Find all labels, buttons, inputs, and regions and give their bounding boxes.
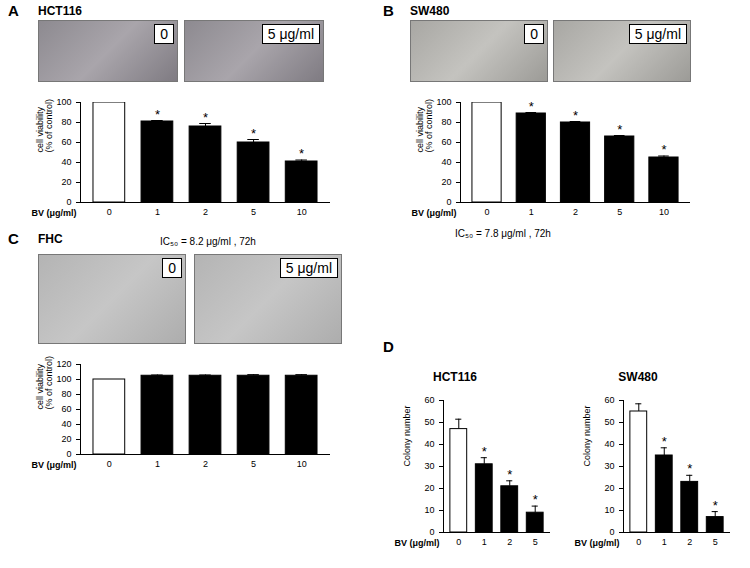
svg-text:BV (μg/ml): BV (μg/ml) bbox=[31, 208, 76, 218]
svg-text:1: 1 bbox=[662, 537, 667, 547]
svg-text:cell viability(% of control): cell viability(% of control) bbox=[415, 99, 434, 153]
svg-text:60: 60 bbox=[61, 404, 71, 414]
html-text:D: D bbox=[383, 338, 394, 355]
svg-text:0: 0 bbox=[636, 537, 641, 547]
svg-text:2: 2 bbox=[687, 537, 692, 547]
svg-text:60: 60 bbox=[61, 137, 71, 147]
svg-text:2: 2 bbox=[507, 537, 512, 547]
svg-text:80: 80 bbox=[61, 389, 71, 399]
svg-text:Colony number: Colony number bbox=[582, 405, 592, 466]
html-text:SW480: SW480 bbox=[410, 4, 450, 18]
svg-text:0: 0 bbox=[446, 197, 451, 207]
svg-text:2: 2 bbox=[573, 207, 578, 217]
svg-text:0: 0 bbox=[107, 459, 112, 469]
svg-text:*: * bbox=[203, 110, 208, 125]
html-text:0: 0 bbox=[530, 26, 538, 42]
svg-text:40: 40 bbox=[441, 157, 451, 167]
svg-text:1: 1 bbox=[155, 459, 160, 469]
svg-text:10: 10 bbox=[297, 207, 307, 217]
svg-text:20: 20 bbox=[424, 483, 434, 493]
svg-text:1: 1 bbox=[529, 207, 534, 217]
html-text:5 μg/ml: 5 μg/ml bbox=[267, 26, 314, 42]
html-text:IC₅₀ = 8.2 μg/ml , 72h: IC₅₀ = 8.2 μg/ml , 72h bbox=[160, 236, 256, 247]
svg-text:100: 100 bbox=[56, 97, 71, 107]
svg-text:40: 40 bbox=[604, 439, 614, 449]
svg-text:5: 5 bbox=[713, 537, 718, 547]
svg-text:40: 40 bbox=[61, 157, 71, 167]
svg-text:1: 1 bbox=[155, 207, 160, 217]
svg-text:50: 50 bbox=[424, 417, 434, 427]
html-text:5 μg/ml: 5 μg/ml bbox=[285, 260, 332, 276]
svg-text:*: * bbox=[573, 108, 578, 123]
svg-text:100: 100 bbox=[436, 97, 451, 107]
svg-text:0: 0 bbox=[66, 449, 71, 459]
svg-text:60: 60 bbox=[424, 395, 434, 405]
html-text:A: A bbox=[8, 2, 19, 19]
svg-text:30: 30 bbox=[424, 461, 434, 471]
svg-text:cell viability(% of control): cell viability(% of control) bbox=[35, 356, 54, 410]
svg-text:60: 60 bbox=[441, 137, 451, 147]
svg-text:5: 5 bbox=[533, 537, 538, 547]
svg-text:5: 5 bbox=[617, 207, 622, 217]
svg-text:40: 40 bbox=[424, 439, 434, 449]
svg-text:0: 0 bbox=[609, 527, 614, 537]
svg-text:60: 60 bbox=[604, 395, 614, 405]
svg-text:20: 20 bbox=[604, 483, 614, 493]
svg-text:*: * bbox=[507, 467, 512, 482]
svg-text:20: 20 bbox=[61, 177, 71, 187]
svg-text:BV (μg/ml): BV (μg/ml) bbox=[411, 208, 456, 218]
html-text:IC₅₀ = 7.8 μg/ml , 72h: IC₅₀ = 7.8 μg/ml , 72h bbox=[455, 228, 551, 239]
svg-text:BV (μg/ml): BV (μg/ml) bbox=[394, 538, 439, 548]
svg-text:*: * bbox=[617, 122, 622, 137]
svg-text:10: 10 bbox=[297, 459, 307, 469]
svg-text:0: 0 bbox=[429, 527, 434, 537]
svg-text:5: 5 bbox=[251, 459, 256, 469]
svg-text:Colony number: Colony number bbox=[402, 405, 412, 466]
svg-text:120: 120 bbox=[56, 359, 71, 369]
html-text:0: 0 bbox=[160, 26, 168, 42]
svg-text:BV (μg/ml): BV (μg/ml) bbox=[574, 538, 619, 548]
svg-text:1: 1 bbox=[482, 537, 487, 547]
svg-text:80: 80 bbox=[441, 117, 451, 127]
svg-text:10: 10 bbox=[604, 505, 614, 515]
svg-text:*: * bbox=[299, 146, 304, 161]
svg-text:0: 0 bbox=[66, 197, 71, 207]
svg-text:5: 5 bbox=[251, 207, 256, 217]
html-text:HCT116: HCT116 bbox=[433, 370, 477, 384]
svg-text:BV (μg/ml): BV (μg/ml) bbox=[31, 460, 76, 470]
html-text:C: C bbox=[8, 230, 19, 247]
svg-text:*: * bbox=[533, 492, 538, 507]
html-text:SW480: SW480 bbox=[618, 370, 658, 384]
svg-text:10: 10 bbox=[424, 505, 434, 515]
svg-text:*: * bbox=[661, 142, 666, 157]
html-text:0: 0 bbox=[168, 260, 176, 276]
svg-text:20: 20 bbox=[61, 434, 71, 444]
svg-text:*: * bbox=[529, 99, 534, 114]
svg-text:*: * bbox=[713, 498, 718, 513]
svg-text:100: 100 bbox=[56, 374, 71, 384]
svg-text:2: 2 bbox=[203, 459, 208, 469]
html-text:FHC: FHC bbox=[38, 232, 63, 246]
html-text:5 μg/ml: 5 μg/ml bbox=[634, 26, 681, 42]
svg-text:50: 50 bbox=[604, 417, 614, 427]
svg-text:0: 0 bbox=[485, 207, 490, 217]
svg-text:20: 20 bbox=[441, 177, 451, 187]
svg-text:2: 2 bbox=[203, 207, 208, 217]
html-text:HCT116: HCT116 bbox=[38, 4, 82, 18]
svg-text:80: 80 bbox=[61, 117, 71, 127]
html-text:B: B bbox=[383, 2, 394, 19]
svg-text:0: 0 bbox=[107, 207, 112, 217]
svg-text:*: * bbox=[251, 126, 256, 141]
svg-text:*: * bbox=[155, 107, 160, 122]
svg-text:0: 0 bbox=[456, 537, 461, 547]
svg-text:10: 10 bbox=[659, 207, 669, 217]
svg-text:40: 40 bbox=[61, 419, 71, 429]
svg-text:*: * bbox=[687, 461, 692, 476]
svg-text:*: * bbox=[662, 434, 667, 449]
svg-text:30: 30 bbox=[604, 461, 614, 471]
svg-text:cell viability(% of control): cell viability(% of control) bbox=[35, 99, 54, 153]
svg-text:*: * bbox=[482, 444, 487, 459]
